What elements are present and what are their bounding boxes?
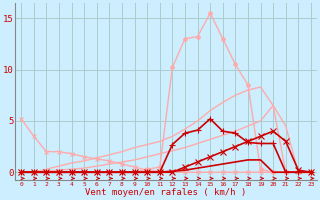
X-axis label: Vent moyen/en rafales ( km/h ): Vent moyen/en rafales ( km/h ) bbox=[85, 188, 247, 197]
